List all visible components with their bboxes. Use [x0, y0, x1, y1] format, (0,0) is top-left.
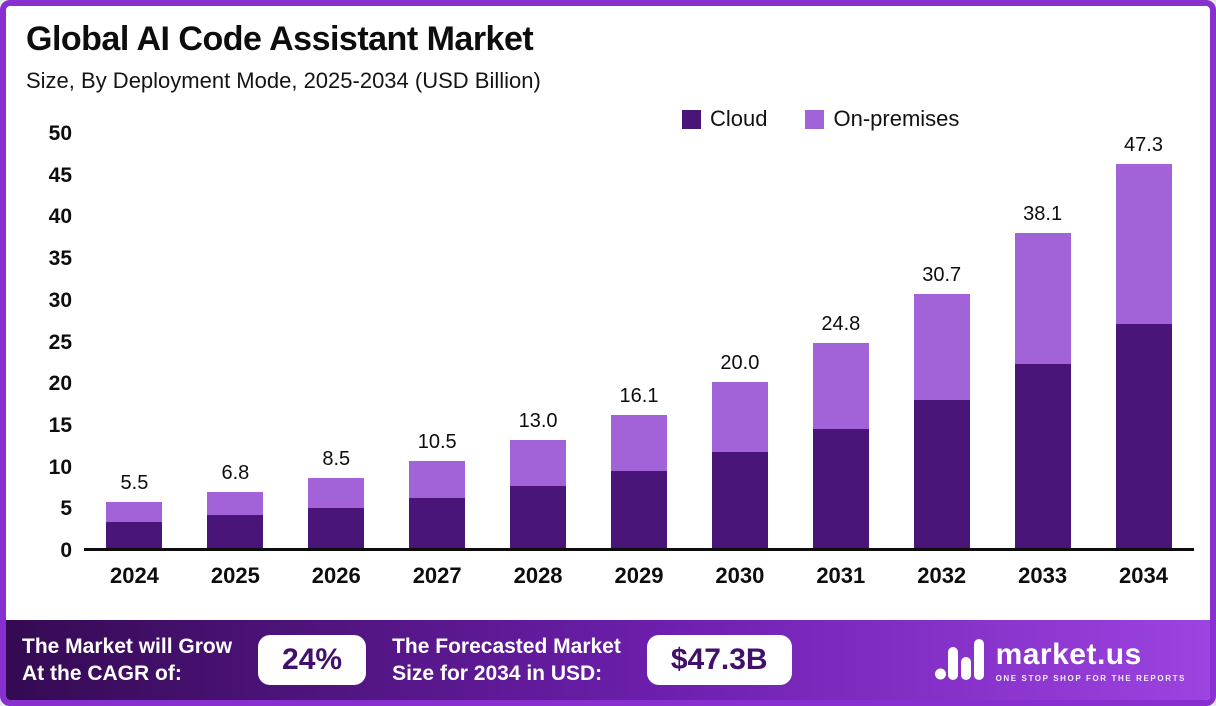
legend-swatch-icon: [682, 109, 701, 129]
brand-logo[interactable]: market.us ONE STOP SHOP FOR THE REPORTS: [934, 635, 1194, 686]
x-axis-label: 2030: [715, 563, 765, 588]
legend-item-cloud[interactable]: Cloud: [682, 106, 767, 132]
bar-segment-on-premises[interactable]: [510, 440, 567, 486]
brand-text: market.us ONE STOP SHOP FOR THE REPORTS: [996, 638, 1186, 683]
chart-plot: 5.5 2024 6.8 2025 8.5 2026 10.5 2027 13.0 2028 16.…: [84, 134, 1194, 588]
bar-segment-cloud[interactable]: [1014, 364, 1071, 548]
y-tick-label: 10: [48, 455, 72, 479]
x-axis-label: 2034: [1119, 563, 1168, 588]
bar-segment-cloud[interactable]: [913, 399, 970, 548]
y-tick-label: 30: [48, 288, 72, 312]
bar-column[interactable]: 10.5 2027: [387, 134, 488, 588]
x-axis-label: 2024: [109, 563, 159, 588]
x-axis-label: 2029: [614, 563, 664, 588]
bar-column[interactable]: 38.1 2033: [992, 134, 1093, 588]
forecast-label-line1: The Forecasted Market: [392, 634, 621, 658]
bar-column[interactable]: 8.5 2026: [286, 134, 387, 588]
legend-label: Cloud: [710, 106, 768, 131]
bar-total-label: 38.1: [1023, 202, 1063, 225]
bar-segment-on-premises[interactable]: [1115, 164, 1172, 324]
x-axis-label: 2032: [917, 563, 967, 588]
bar-segment-on-premises[interactable]: [711, 382, 768, 452]
y-tick-label: 20: [48, 372, 72, 396]
forecast-label-line2: Size for 2034 in USD:: [392, 662, 603, 685]
bar-column[interactable]: 24.8 2031: [790, 134, 891, 588]
bar-segment-cloud[interactable]: [711, 451, 768, 548]
x-axis-label: 2027: [412, 563, 462, 588]
bar-column[interactable]: 16.1 2029: [589, 134, 690, 588]
page-subtitle: Size, By Deployment Mode, 2025-2034 (USD…: [26, 68, 541, 93]
bar-column[interactable]: 13.0 2028: [488, 134, 589, 588]
bar-segment-on-premises[interactable]: [409, 461, 466, 498]
bar-total-label: 5.5: [120, 472, 149, 495]
y-tick-label: 0: [60, 539, 72, 562]
bar-segment-on-premises[interactable]: [308, 477, 365, 509]
brand-name: market.us: [995, 637, 1142, 671]
x-axis-label: 2031: [816, 563, 866, 588]
bar-segment-cloud[interactable]: [207, 514, 264, 548]
bar-segment-cloud[interactable]: [409, 497, 466, 548]
y-tick-label: 5: [60, 497, 72, 521]
bar-total-label: 47.3: [1124, 134, 1163, 156]
bar-segment-on-premises[interactable]: [106, 502, 163, 522]
bar-total-label: 20.0: [720, 352, 760, 375]
bar-segment-cloud[interactable]: [812, 428, 869, 548]
bar-segment-cloud[interactable]: [510, 485, 567, 548]
legend-label: On-premises: [833, 106, 960, 131]
bar-total-label: 6.8: [221, 461, 250, 484]
legend-swatch-icon: [805, 109, 825, 129]
cagr-label-line1: The Market will Grow: [22, 634, 233, 658]
bar-column[interactable]: 20.0 2030: [689, 134, 790, 588]
bar-column[interactable]: 47.3 2034: [1093, 134, 1194, 588]
y-tick-label: 40: [48, 205, 72, 229]
bar-segment-on-premises[interactable]: [913, 293, 970, 400]
bar-segment-on-premises[interactable]: [207, 491, 264, 515]
stacked-bar-chart: 0 5 10 15 20 25 30 35 40 45 50 5.5 2024 6.8 2025 8.5 20…: [22, 122, 1194, 588]
bar-total-label: 24.8: [821, 312, 861, 335]
bar-total-label: 30.7: [922, 263, 962, 286]
bar-total-label: 8.5: [322, 447, 351, 470]
bar-column[interactable]: 6.8 2025: [185, 134, 286, 588]
chart-header: Global AI Code Assistant Market Size, By…: [26, 20, 541, 94]
bar-column[interactable]: 30.7 2032: [891, 134, 992, 588]
y-tick-label: 50: [48, 122, 72, 145]
bar-segment-on-premises[interactable]: [610, 414, 667, 471]
page-title: Global AI Code Assistant Market: [26, 20, 534, 58]
bar-total-label: 16.1: [619, 384, 659, 407]
legend-item-on-premises[interactable]: On-premises: [805, 106, 959, 132]
bar-segment-on-premises[interactable]: [1014, 232, 1071, 365]
bar-column[interactable]: 5.5 2024: [84, 134, 185, 588]
x-axis-label: 2028: [513, 563, 563, 588]
cagr-label-line2: At the CAGR of:: [22, 662, 182, 685]
x-axis-label: 2033: [1018, 563, 1068, 588]
cagr-label: The Market will Grow At the CAGR of:: [22, 633, 232, 688]
y-axis: 0 5 10 15 20 25 30 35 40 45 50: [22, 122, 84, 562]
x-axis-label: 2025: [210, 563, 260, 588]
y-tick-label: 45: [48, 163, 72, 187]
y-tick-label: 25: [48, 330, 72, 354]
bar-total-label: 13.0: [518, 410, 558, 433]
bar-segment-cloud[interactable]: [308, 508, 365, 548]
brand-tagline: ONE STOP SHOP FOR THE REPORTS: [995, 673, 1186, 683]
bar-total-label: 10.5: [417, 431, 457, 454]
cagr-value-badge: 24%: [258, 635, 367, 685]
market-us-logo-icon: [934, 635, 984, 686]
y-tick-label: 15: [48, 413, 72, 437]
forecast-label: The Forecasted Market Size for 2034 in U…: [392, 633, 621, 688]
forecast-value-badge: $47.3B: [646, 635, 792, 685]
legend: Cloud On-premises: [682, 106, 959, 132]
footer-banner: The Market will Grow At the CAGR of: 24%…: [6, 620, 1210, 700]
y-tick-label: 35: [48, 247, 72, 271]
bar-segment-cloud[interactable]: [610, 471, 667, 548]
bar-segment-cloud[interactable]: [1115, 323, 1172, 548]
bar-segment-cloud[interactable]: [106, 521, 163, 548]
bar-segment-on-premises[interactable]: [812, 342, 869, 429]
x-axis-label: 2026: [311, 563, 361, 588]
